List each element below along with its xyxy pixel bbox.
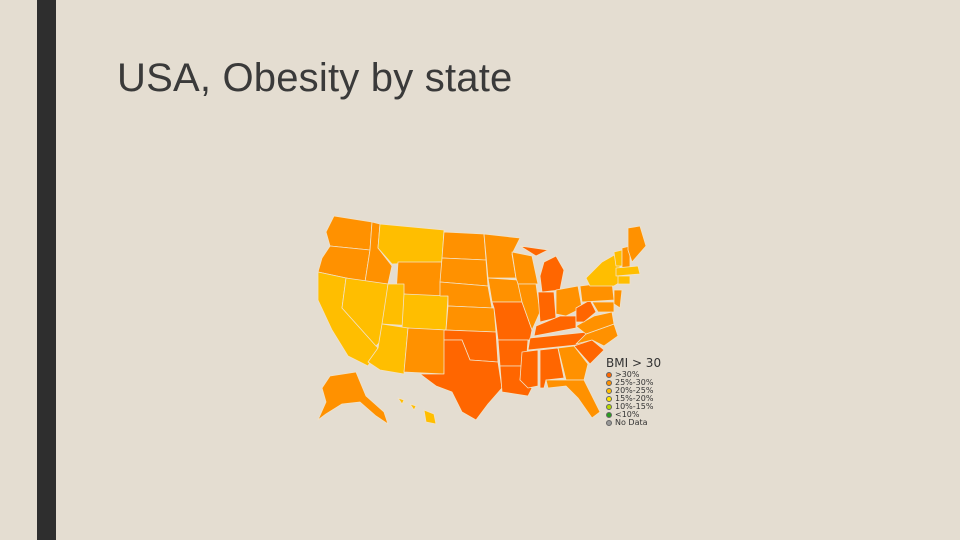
legend-item: 10%-15%	[606, 403, 661, 411]
state-texas	[419, 339, 503, 421]
state-connecticut	[617, 275, 631, 285]
state-kansas	[445, 305, 497, 333]
state-georgia	[557, 345, 589, 381]
legend-item: 15%-20%	[606, 395, 661, 403]
legend-swatch	[606, 404, 612, 410]
us-map-svg	[317, 215, 647, 425]
state-indiana	[537, 291, 557, 323]
us-obesity-map	[310, 208, 670, 433]
legend-label: >30%	[615, 370, 640, 379]
state-nebraska	[439, 281, 493, 309]
state-south-dakota	[439, 257, 489, 287]
state-wisconsin	[511, 251, 539, 285]
state-hawaii	[397, 397, 437, 425]
legend-swatch	[606, 388, 612, 394]
state-south-carolina	[573, 339, 605, 365]
legend-swatch	[606, 420, 612, 426]
legend-label: No Data	[615, 418, 648, 427]
state-new-jersey	[613, 289, 623, 309]
legend-swatch	[606, 380, 612, 386]
state-washington	[325, 215, 373, 251]
state-virginia	[575, 311, 615, 335]
legend-swatch	[606, 412, 612, 418]
state-new-mexico	[403, 327, 447, 375]
legend-label: 20%-25%	[615, 386, 654, 395]
state-ohio	[555, 285, 583, 317]
state-illinois	[517, 283, 541, 331]
legend-item: 20%-25%	[606, 387, 661, 395]
legend-swatch	[606, 372, 612, 378]
state-north-dakota	[441, 231, 487, 261]
legend-label: 25%-30%	[615, 378, 654, 387]
state-florida	[545, 379, 601, 419]
state-maryland	[591, 301, 615, 313]
state-maine	[627, 225, 647, 263]
legend-item: >30%	[606, 371, 661, 379]
legend-item: 25%-30%	[606, 379, 661, 387]
legend-label: 10%-15%	[615, 402, 654, 411]
slide-title: USA, Obesity by state	[117, 56, 513, 100]
legend-title: BMI > 30	[606, 356, 662, 370]
side-accent-bar	[37, 0, 56, 540]
legend-label: 15%-20%	[615, 394, 654, 403]
map-legend: BMI > 30 >30% 25%-30% 20%-25% 15%-20% 10%-15…	[606, 357, 661, 427]
state-mississippi	[519, 349, 539, 389]
legend-item: <10%	[606, 411, 661, 419]
legend-items: >30% 25%-30% 20%-25% 15%-20% 10%-15% <10% No D…	[606, 371, 661, 427]
legend-item: No Data	[606, 419, 661, 427]
state-massachusetts	[615, 265, 641, 277]
state-colorado	[401, 293, 449, 331]
state-alaska	[317, 371, 389, 425]
state-montana	[377, 223, 445, 265]
legend-label: <10%	[615, 410, 640, 419]
legend-swatch	[606, 396, 612, 402]
